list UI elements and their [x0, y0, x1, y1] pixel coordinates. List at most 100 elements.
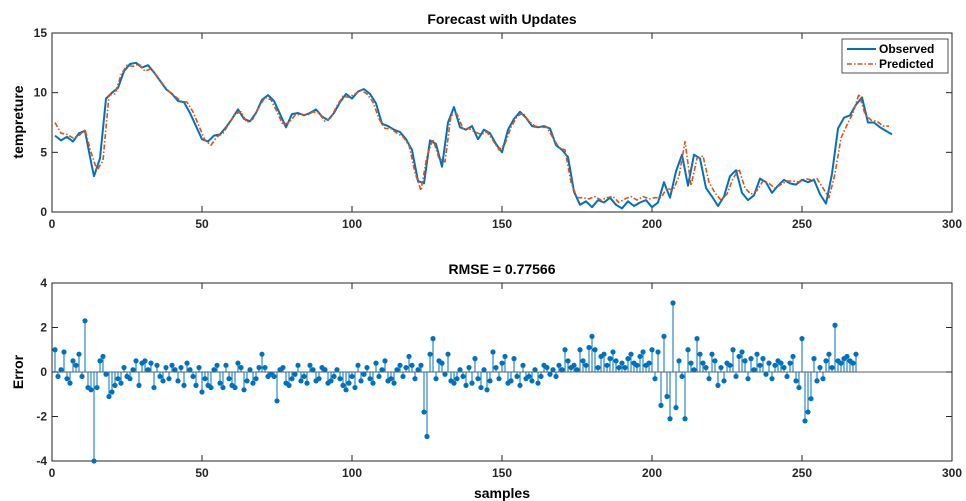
forecast-series: [54, 61, 893, 210]
error-point: [745, 376, 751, 382]
error-point: [259, 351, 265, 357]
error-point: [424, 433, 430, 440]
error-x-axis-label: samples: [474, 485, 530, 501]
legend-box: [841, 38, 949, 74]
forecast-x-tick-label: 300: [942, 217, 962, 231]
error-point: [445, 351, 451, 357]
error-point: [79, 373, 85, 380]
error-point: [688, 360, 694, 366]
error-point: [118, 380, 124, 386]
error-point: [850, 360, 856, 366]
error-point: [271, 373, 277, 380]
error-point: [574, 367, 580, 373]
error-point: [328, 378, 334, 384]
error-point: [811, 356, 817, 362]
error-point: [142, 358, 148, 364]
error-y-tick-label: 2: [40, 321, 47, 335]
error-point: [295, 362, 301, 368]
error-point: [514, 373, 520, 380]
error-point: [715, 382, 721, 388]
error-point: [571, 362, 577, 368]
error-point: [301, 373, 307, 380]
error-point: [472, 356, 478, 362]
error-y-tick-label: 0: [40, 365, 47, 379]
forecast-plot-area: [51, 32, 953, 213]
forecast-y-axis-label: tempreture: [10, 85, 26, 158]
error-point: [592, 347, 598, 353]
error-point: [826, 351, 832, 357]
error-point: [130, 367, 136, 373]
error-point: [490, 349, 496, 355]
error-point: [274, 398, 280, 404]
error-point: [67, 380, 73, 386]
error-point: [769, 376, 775, 382]
error-point: [178, 364, 184, 371]
error-point: [148, 360, 154, 366]
error-point: [232, 384, 238, 391]
error-point: [832, 322, 838, 328]
error-point: [322, 367, 328, 373]
error-point: [817, 364, 823, 371]
error-point: [358, 378, 364, 384]
error-point: [355, 362, 361, 368]
error-point: [802, 418, 808, 424]
error-point: [292, 371, 298, 377]
error-point: [712, 358, 718, 364]
error-point: [685, 347, 691, 353]
error-point: [844, 353, 850, 360]
error-point: [697, 351, 703, 357]
error-point: [103, 371, 109, 377]
error-point: [418, 362, 424, 368]
error-y-axis-label: Error: [10, 354, 26, 389]
error-point: [58, 367, 64, 373]
error-point: [442, 371, 448, 377]
error-point: [391, 380, 397, 386]
error-point: [310, 367, 316, 373]
error-point: [253, 376, 259, 382]
error-point: [556, 362, 562, 368]
error-point: [661, 333, 667, 339]
forecast-title: Forecast with Updates: [427, 11, 577, 27]
error-point: [511, 356, 517, 362]
error-point: [652, 376, 658, 382]
error-point: [562, 347, 568, 353]
error-point: [559, 367, 565, 373]
error-point: [64, 376, 70, 382]
forecast-y-tick-label: 15: [34, 26, 48, 40]
error-point: [613, 358, 619, 364]
error-point: [457, 367, 463, 373]
error-point: [535, 380, 541, 386]
error-point: [700, 360, 706, 366]
error-point: [109, 389, 115, 395]
error-point: [763, 371, 769, 377]
error-point: [508, 378, 514, 384]
forecast-y-tick-label: 5: [40, 145, 47, 159]
error-point: [175, 378, 181, 384]
error-point: [829, 364, 835, 371]
error-point: [580, 358, 586, 364]
error-point: [187, 367, 193, 373]
error-point: [799, 336, 805, 342]
error-point: [733, 373, 739, 380]
error-point: [553, 373, 559, 380]
error-point: [757, 362, 763, 368]
error-point: [214, 362, 220, 368]
error-point: [451, 380, 457, 386]
error-point: [622, 364, 628, 371]
error-point: [52, 347, 58, 353]
error-point: [427, 351, 433, 357]
error-point: [304, 380, 310, 386]
forecast-ticks: 0 50 100 150 200 250 300 0 5 10 15: [34, 26, 963, 231]
error-point: [463, 382, 469, 388]
error-x-tick-label: 250: [792, 466, 812, 480]
error-point: [616, 364, 622, 371]
error-point: [106, 393, 112, 400]
error-point: [346, 380, 352, 386]
error-point: [241, 387, 247, 393]
error-y-tick-label: -4: [36, 454, 47, 468]
error-point: [400, 373, 406, 380]
error-title: RMSE = 0.77566: [448, 261, 555, 277]
error-point: [664, 393, 670, 400]
error-point: [154, 362, 160, 368]
error-point: [256, 364, 262, 371]
